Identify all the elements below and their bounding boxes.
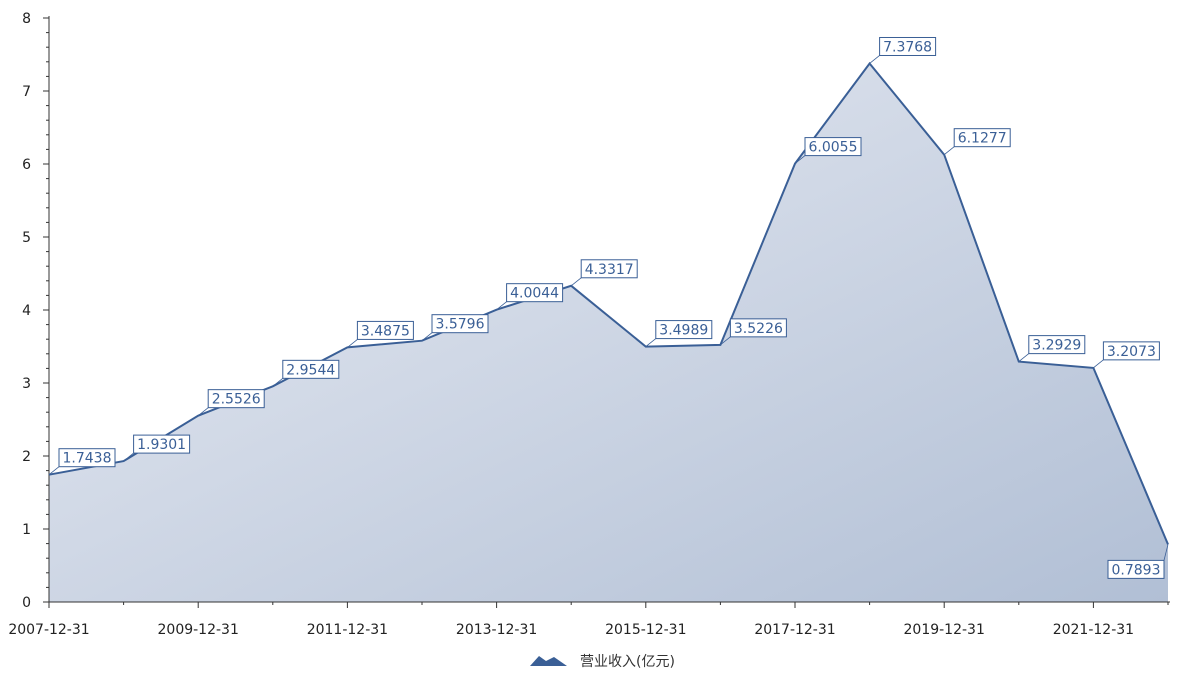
legend[interactable]: 营业收入(亿元) xyxy=(530,654,675,670)
data-label-leader xyxy=(570,277,582,287)
legend-label: 营业收入(亿元) xyxy=(580,654,675,670)
data-label-text: 6.1277 xyxy=(958,131,1007,147)
data-label: 6.0055 xyxy=(794,137,862,164)
data-label-box xyxy=(580,259,638,279)
data-label-box xyxy=(729,318,787,338)
data-label-leader xyxy=(197,407,209,416)
x-tick-label: 2011-12-31 xyxy=(307,622,388,638)
data-label-leader xyxy=(943,146,955,155)
data-label: 1.9301 xyxy=(123,434,191,462)
data-label-text: 3.2929 xyxy=(1032,338,1081,354)
data-label-box xyxy=(1102,341,1160,361)
data-label-box xyxy=(1107,559,1165,579)
data-label: 0.7893 xyxy=(1107,544,1169,579)
x-axis: 2007-12-31 2009-12-31 2011-12-31 2013-12-31… xyxy=(8,601,1170,638)
data-label-text: 3.5226 xyxy=(734,321,783,337)
data-label-box xyxy=(953,128,1011,148)
data-label: 4.3317 xyxy=(570,259,638,287)
y-tick-label: 8 xyxy=(22,11,31,27)
data-label: 6.1277 xyxy=(943,128,1011,155)
data-label-box xyxy=(506,283,564,303)
data-label-text: 0.7893 xyxy=(1112,562,1161,578)
x-tick-label: 2017-12-31 xyxy=(754,622,835,638)
data-label: 7.3768 xyxy=(869,36,937,64)
data-label-text: 1.7438 xyxy=(63,451,112,467)
y-axis: 0 1 2 3 4 5 6 7 8 xyxy=(22,11,50,611)
x-tick-label: 2021-12-31 xyxy=(1053,622,1134,638)
data-label-text: 3.5796 xyxy=(436,317,485,333)
data-label-box xyxy=(356,320,414,340)
data-label-leader xyxy=(1093,359,1104,369)
data-label-leader xyxy=(272,378,284,387)
data-label-leader xyxy=(48,466,60,476)
x-tick-label: 2015-12-31 xyxy=(605,622,686,638)
y-tick-label: 6 xyxy=(22,157,31,173)
data-label-leader xyxy=(869,55,880,64)
data-label-leader xyxy=(421,332,433,342)
data-label: 2.5526 xyxy=(197,389,265,416)
y-tick-label: 0 xyxy=(22,595,31,611)
data-label-box xyxy=(879,36,937,56)
area-fill xyxy=(49,63,1168,602)
y-tick-label: 5 xyxy=(22,230,31,246)
data-label: 1.7438 xyxy=(48,448,116,476)
y-tick-label: 4 xyxy=(22,303,31,319)
data-label: 2.9544 xyxy=(272,359,340,387)
data-label-box xyxy=(133,434,191,454)
data-label-text: 1.9301 xyxy=(137,437,186,453)
data-label-leader xyxy=(347,339,358,348)
data-label-box xyxy=(655,320,713,340)
data-label-box xyxy=(1028,335,1086,355)
data-label-leader xyxy=(1018,353,1030,362)
data-label-leader xyxy=(1163,544,1169,561)
y-tick-label: 3 xyxy=(22,376,31,392)
data-label-leader xyxy=(123,452,134,462)
data-label-leader xyxy=(496,301,507,310)
data-label-leader xyxy=(720,336,731,346)
data-label: 3.5226 xyxy=(720,318,787,346)
y-tick-label: 7 xyxy=(22,84,31,100)
data-label-box xyxy=(804,137,862,157)
data-label-text: 3.4875 xyxy=(361,323,410,339)
data-label-text: 3.4989 xyxy=(659,323,708,339)
data-label: 4.0044 xyxy=(496,283,564,310)
data-label: 3.5796 xyxy=(421,314,489,342)
y-tick-label: 1 xyxy=(22,522,31,538)
data-label-text: 3.2073 xyxy=(1107,344,1156,360)
data-label-box xyxy=(58,448,116,468)
data-label-box xyxy=(207,389,265,409)
data-label-text: 4.3317 xyxy=(585,262,634,278)
data-label-leader xyxy=(645,338,657,347)
data-label-leader xyxy=(794,155,806,164)
legend-area-icon xyxy=(530,656,567,666)
data-label: 3.4875 xyxy=(347,320,414,348)
data-label: 3.4989 xyxy=(645,320,713,347)
data-label-box xyxy=(431,314,489,334)
x-tick-label: 2013-12-31 xyxy=(456,622,537,638)
data-label-text: 6.0055 xyxy=(809,140,858,156)
data-label-box xyxy=(282,359,340,379)
data-label-text: 2.9544 xyxy=(286,362,335,378)
data-label: 3.2073 xyxy=(1093,341,1160,369)
x-tick-label: 2019-12-31 xyxy=(904,622,985,638)
y-tick-label: 2 xyxy=(22,449,31,465)
data-labels: 1.7438 1.9301 2.5526 2.9544 3.4875 3.5796 4.00… xyxy=(48,36,1169,579)
x-tick-label: 2009-12-31 xyxy=(158,622,239,638)
data-label-text: 2.5526 xyxy=(212,392,261,408)
data-label-text: 7.3768 xyxy=(883,39,932,55)
data-label-text: 4.0044 xyxy=(510,286,559,302)
x-tick-label: 2007-12-31 xyxy=(8,622,89,638)
data-label: 3.2929 xyxy=(1018,335,1086,362)
